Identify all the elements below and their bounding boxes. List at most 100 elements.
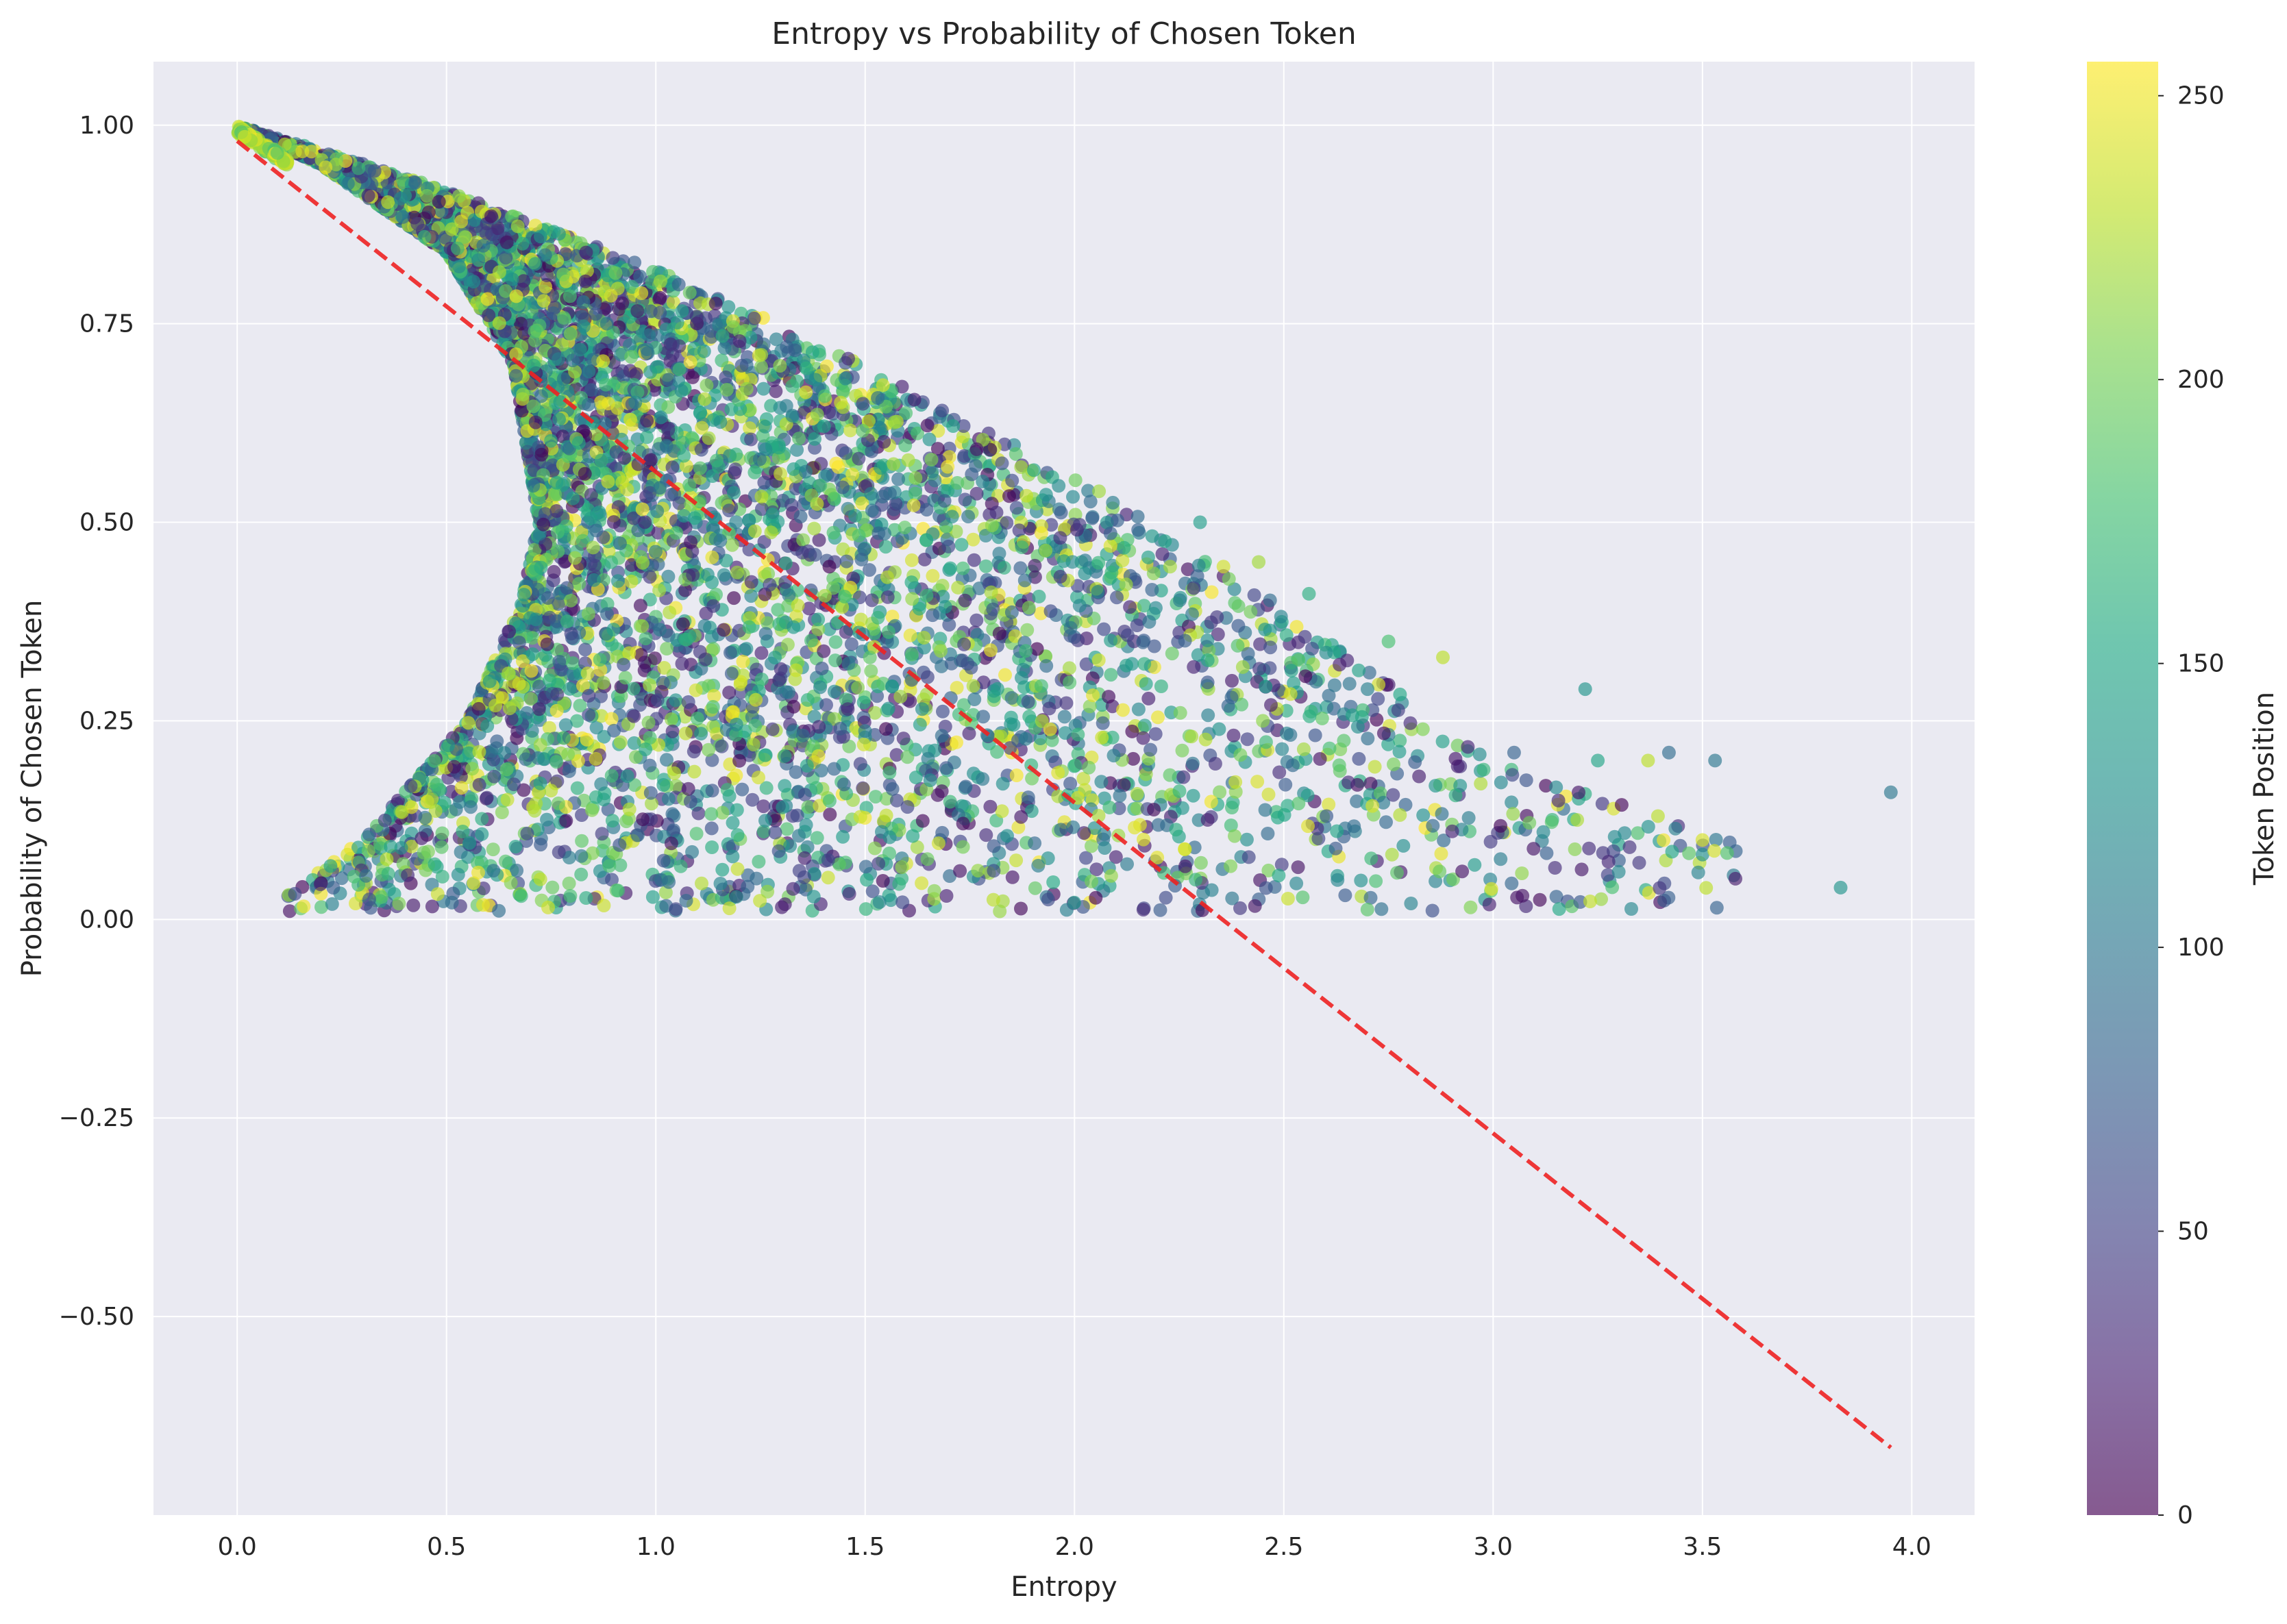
- data-point: [1227, 729, 1241, 742]
- data-point: [1102, 801, 1116, 814]
- data-point: [720, 383, 734, 397]
- data-point: [1494, 852, 1507, 866]
- data-point: [754, 360, 768, 373]
- data-point: [1364, 891, 1378, 905]
- data-point: [1371, 692, 1385, 705]
- data-point: [879, 540, 893, 553]
- data-point: [1228, 775, 1242, 789]
- data-point: [843, 423, 857, 437]
- data-point: [1028, 559, 1041, 573]
- data-point: [834, 722, 848, 736]
- data-point: [1651, 810, 1665, 823]
- data-point: [1278, 778, 1292, 792]
- data-point: [737, 655, 750, 669]
- data-point: [1013, 561, 1027, 575]
- data-point: [431, 887, 445, 901]
- data-point: [1137, 599, 1151, 612]
- data-point: [1283, 728, 1297, 742]
- data-point: [906, 829, 919, 843]
- data-point: [1354, 874, 1368, 888]
- data-point: [1505, 768, 1519, 782]
- data-point: [362, 844, 375, 858]
- data-point: [593, 653, 607, 666]
- data-point: [486, 842, 500, 856]
- data-point: [966, 533, 980, 547]
- data-point: [1696, 848, 1709, 862]
- data-point: [571, 782, 584, 795]
- data-point: [1426, 904, 1439, 918]
- data-point: [455, 781, 469, 795]
- data-point: [926, 569, 939, 583]
- data-point: [1104, 539, 1117, 553]
- data-point: [876, 874, 890, 888]
- data-point: [669, 902, 683, 916]
- data-point: [936, 705, 950, 719]
- data-point: [642, 716, 656, 729]
- data-point: [799, 386, 813, 399]
- data-point: [634, 648, 648, 662]
- data-point: [951, 581, 965, 595]
- data-point: [743, 621, 756, 634]
- data-point: [879, 722, 893, 736]
- data-point: [1145, 583, 1159, 597]
- data-point: [918, 553, 932, 566]
- data-point: [1147, 566, 1161, 580]
- data-point: [1201, 813, 1215, 827]
- data-point: [828, 685, 841, 699]
- data-point: [848, 509, 862, 523]
- data-point: [475, 827, 489, 841]
- data-point: [959, 594, 972, 608]
- data-point: [1022, 790, 1035, 804]
- data-point: [1408, 755, 1422, 769]
- data-point: [752, 771, 765, 784]
- data-point: [1054, 570, 1067, 584]
- data-point: [691, 712, 704, 725]
- data-point: [1392, 703, 1405, 717]
- data-point: [1052, 479, 1065, 492]
- data-point: [1232, 599, 1246, 613]
- data-point: [1258, 623, 1272, 636]
- data-point: [1404, 897, 1418, 910]
- data-point: [1361, 903, 1374, 916]
- data-point: [1028, 836, 1041, 850]
- data-point: [685, 845, 699, 859]
- data-point: [807, 522, 821, 536]
- data-point: [1540, 847, 1553, 860]
- data-point: [1333, 758, 1346, 772]
- data-point: [1572, 786, 1585, 799]
- data-point: [705, 821, 719, 835]
- data-point: [1033, 590, 1046, 603]
- data-point: [956, 562, 969, 575]
- data-point: [1116, 703, 1130, 717]
- data-point: [871, 391, 885, 405]
- data-point: [1633, 856, 1646, 870]
- data-point: [380, 852, 393, 866]
- data-point: [1115, 553, 1129, 567]
- data-point: [1298, 630, 1312, 644]
- data-point: [1301, 819, 1315, 833]
- data-point: [392, 897, 406, 910]
- data-point: [993, 905, 1006, 919]
- data-point: [801, 693, 815, 707]
- data-point: [1010, 501, 1024, 514]
- data-point: [714, 877, 728, 890]
- data-point: [904, 629, 917, 642]
- data-point: [495, 805, 509, 819]
- data-point: [624, 575, 638, 588]
- data-point: [1435, 847, 1448, 860]
- data-point: [461, 716, 475, 729]
- data-point: [865, 503, 879, 517]
- data-point: [745, 793, 759, 807]
- data-point: [1154, 903, 1167, 917]
- data-point: [1483, 898, 1496, 912]
- data-point: [326, 881, 340, 895]
- data-point: [1668, 822, 1682, 836]
- data-point: [509, 840, 523, 853]
- data-point: [690, 827, 704, 840]
- data-point: [669, 693, 682, 707]
- data-point: [1338, 888, 1352, 902]
- data-point: [693, 405, 707, 419]
- data-point: [778, 779, 791, 792]
- data-point: [1248, 899, 1262, 913]
- data-point: [729, 447, 743, 461]
